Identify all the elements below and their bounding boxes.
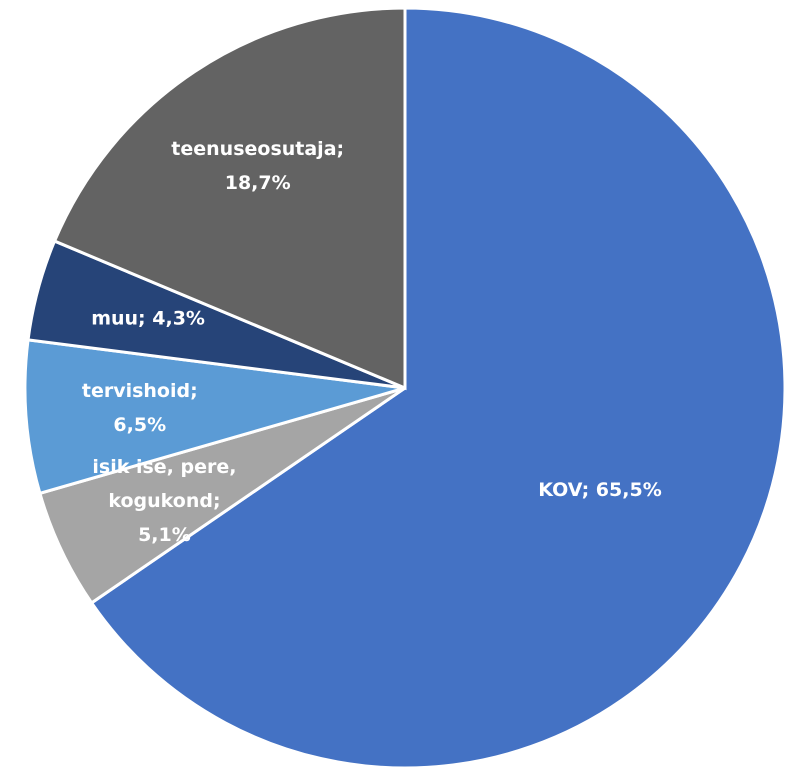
slice-label: kogukond; bbox=[108, 490, 220, 512]
slice-label: isik ise, pere, bbox=[92, 456, 236, 478]
slice-label: muu; 4,3% bbox=[91, 308, 205, 330]
slice-label: 18,7% bbox=[225, 172, 291, 194]
slice-label: 6,5% bbox=[113, 414, 166, 436]
slice-label: KOV; 65,5% bbox=[538, 479, 662, 501]
slice-label: tervishoid; bbox=[82, 380, 198, 402]
slice-label: teenuseosutaja; bbox=[171, 138, 344, 160]
slice-label: 5,1% bbox=[138, 524, 191, 546]
pie-slice bbox=[89, 6, 787, 769]
pie-slice bbox=[23, 338, 406, 496]
pie-slice bbox=[52, 6, 407, 391]
